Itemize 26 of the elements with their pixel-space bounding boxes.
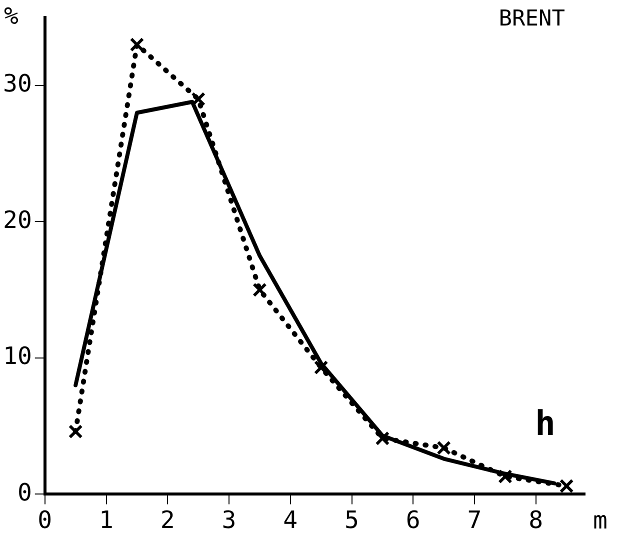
x-tick-label: 2 bbox=[160, 506, 175, 534]
point bbox=[68, 424, 83, 439]
point bbox=[252, 282, 267, 298]
x-tick-label: 1 bbox=[99, 506, 114, 534]
point bbox=[436, 440, 451, 456]
y-axis-title: % bbox=[4, 2, 19, 30]
x-axis-title: m bbox=[593, 506, 608, 534]
point bbox=[559, 478, 574, 494]
x-tick-label: 7 bbox=[467, 506, 482, 534]
annotation: BRENT bbox=[498, 6, 565, 32]
point bbox=[130, 37, 144, 52]
point bbox=[498, 469, 512, 484]
y-tick-label: 10 bbox=[2, 342, 32, 370]
x-tick-label: 0 bbox=[38, 506, 52, 534]
annotation: h bbox=[535, 404, 556, 444]
x-tick-label: 6 bbox=[406, 506, 420, 534]
point bbox=[191, 92, 206, 106]
y-tick-label: 20 bbox=[2, 206, 32, 234]
x-tick-label: 3 bbox=[222, 506, 236, 534]
y-tick-label: 30 bbox=[2, 70, 32, 98]
x-tick-label: 4 bbox=[283, 506, 298, 534]
y-tick-label: 0 bbox=[17, 478, 32, 506]
x-tick-label: 8 bbox=[528, 506, 544, 534]
point bbox=[375, 431, 390, 446]
x-tick-label: 5 bbox=[344, 506, 359, 534]
point bbox=[314, 360, 328, 375]
